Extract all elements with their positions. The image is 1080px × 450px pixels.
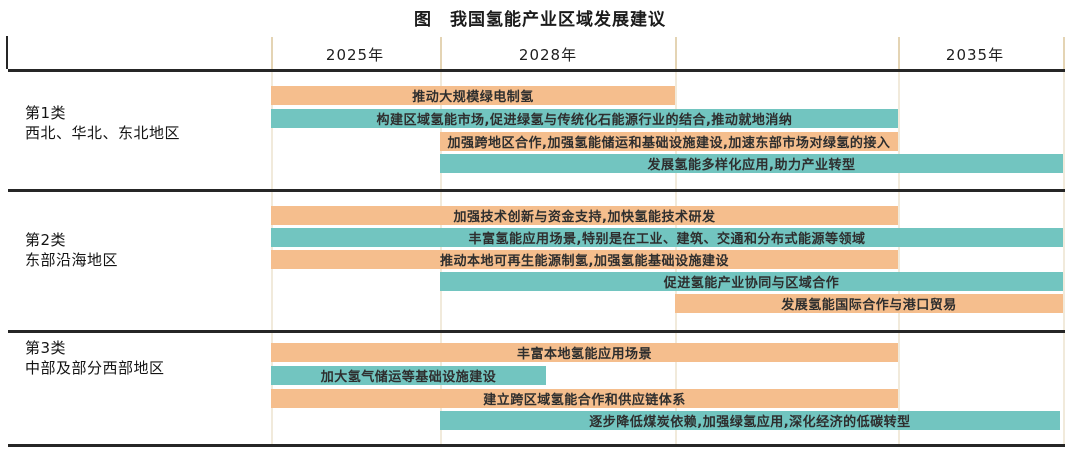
separator-line: [8, 330, 1065, 333]
gantt-bar: 推动本地可再生能源制氢,加强氢能基础设施建设: [271, 250, 898, 269]
year-label: 2028年: [518, 46, 578, 64]
chart-title: 图 我国氢能产业区域发展建议: [414, 10, 666, 30]
year-label: 2025年: [325, 46, 385, 64]
category-name: 第2类: [25, 231, 67, 249]
gantt-bar: 建立跨区域氢能合作和供应链体系: [271, 389, 898, 408]
gantt-bar: 加大氢气储运等基础设施建设: [271, 366, 546, 385]
timeline-gridline: [1063, 37, 1065, 444]
year-label: 2035年: [945, 46, 1005, 64]
category-label: 第3类中部及部分西部地区: [25, 338, 165, 378]
gantt-bar: 构建区域氢能市场,促进绿氢与传统化石能源行业的结合,推动就地消纳: [271, 109, 898, 128]
separator-line: [8, 444, 1065, 447]
gantt-bar: 丰富本地氢能应用场景: [271, 343, 898, 362]
gantt-bar: 逐步降低煤炭依赖,加强绿氢应用,深化经济的低碳转型: [440, 411, 1060, 430]
category-label: 第2类东部沿海地区: [25, 230, 118, 270]
category-region: 中部及部分西部地区: [25, 359, 165, 377]
category-region: 东部沿海地区: [25, 251, 119, 269]
separator-line: [8, 189, 1065, 192]
header-edge-tick: [6, 36, 8, 69]
gantt-bar: 推动大规模绿电制氢: [271, 86, 675, 105]
gantt-bar: 加强跨地区合作,加强氢能储运和基础设施建设,加速东部市场对绿氢的接入: [440, 132, 898, 151]
category-label: 第1类西北、华北、东北地区: [25, 103, 180, 143]
gantt-bar: 发展氢能国际合作与港口贸易: [675, 294, 1063, 313]
gantt-bar: 促进氢能产业协同与区域合作: [440, 272, 1063, 291]
gantt-bar: 发展氢能多样化应用,助力产业转型: [440, 154, 1063, 173]
category-name: 第1类: [25, 104, 67, 122]
separator-line: [8, 69, 1065, 72]
gantt-bar: 丰富氢能应用场景,特别是在工业、建筑、交通和分布式能源等领域: [271, 228, 1063, 247]
gantt-bar: 加强技术创新与资金支持,加快氢能技术研发: [271, 206, 898, 225]
category-name: 第3类: [25, 339, 67, 357]
category-region: 西北、华北、东北地区: [25, 124, 181, 142]
